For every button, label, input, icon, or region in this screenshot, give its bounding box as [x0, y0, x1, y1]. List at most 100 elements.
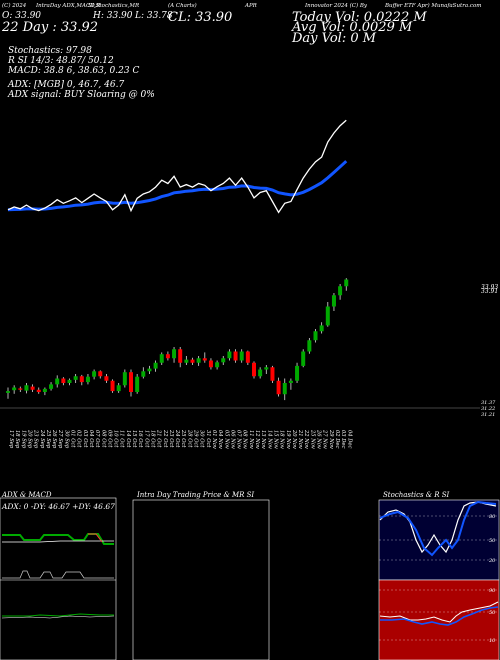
candle-36	[227, 349, 232, 361]
x-label-55: 04 Dec	[346, 430, 352, 448]
x-label-27: 24 Oct	[174, 429, 180, 448]
candle-50	[313, 329, 318, 343]
adx-readout: ADX: [MGB] 0, 46.7, 46.7	[8, 80, 125, 90]
candle-21	[135, 374, 140, 394]
x-label-24: 21 Oct	[156, 429, 162, 448]
close-line	[7, 119, 347, 214]
candle-22	[141, 367, 146, 379]
candle-38	[239, 349, 244, 363]
candle-51	[319, 322, 324, 334]
x-label-16: 09 Oct	[106, 430, 112, 448]
x-label-44: 18 Nov	[279, 430, 285, 449]
x-label-7: 26 Sep	[51, 429, 57, 449]
candle-11	[73, 374, 78, 383]
candle-4	[30, 384, 35, 392]
x-label-26: 23 Oct	[168, 429, 174, 448]
x-label-29: 28 Oct	[186, 429, 192, 448]
candle-23	[147, 365, 152, 374]
stochastics-k-line	[379, 501, 497, 554]
x-label-8: 27 Sep	[57, 429, 63, 449]
x-label-14: 07 Oct	[94, 430, 100, 448]
x-label-52: 29 Nov	[328, 429, 334, 449]
candle-55	[344, 278, 349, 291]
candle-12	[79, 374, 84, 386]
price-label-b3: 31.21	[481, 412, 495, 418]
macd-readout: MACD: 38.8 6, 38.63, 0.23 C	[8, 66, 140, 76]
x-label-25: 22 Oct	[162, 429, 168, 448]
adx-panel	[0, 497, 117, 660]
x-label-48: 22 Nov	[303, 429, 309, 449]
x-label-13: 04 Oct	[88, 430, 94, 448]
x-label-49: 25 Nov	[309, 429, 315, 449]
header-text-4: APR	[245, 3, 257, 9]
candle-33	[208, 358, 213, 370]
candle-16	[104, 374, 109, 383]
candle-52	[325, 302, 330, 327]
rsi-signal-line	[380, 606, 499, 626]
candle-24	[153, 360, 158, 372]
rsi-tick-10: 10	[489, 638, 496, 644]
stoch-tick-50: 50	[489, 538, 496, 544]
x-label-6: 25 Sep	[45, 429, 51, 449]
header-text-6: Buffer ETF Apr) MunafaSutra.com	[385, 3, 482, 9]
candle-29	[184, 356, 189, 365]
header-text-5: Innovator 2024 (C) By	[305, 3, 367, 9]
candle-0	[6, 387, 10, 399]
x-label-35: 05 Nov	[223, 430, 229, 449]
candle-41	[258, 367, 263, 379]
adx-plus-line	[2, 533, 114, 545]
candle-48	[301, 349, 306, 368]
x-label-32: 31 Oct	[205, 430, 211, 448]
header-text-2: SI,Stochastics,MR	[88, 3, 140, 9]
x-label-19: 14 Oct	[125, 430, 131, 448]
candle-17	[110, 379, 115, 393]
price-label-b2: 31.22	[481, 406, 495, 412]
macd-signal-line	[1, 615, 115, 619]
x-label-21: 16 Oct	[137, 430, 143, 448]
close-value: CL: 33.90	[168, 10, 233, 25]
x-label-42: 14 Nov	[266, 430, 272, 449]
candles	[6, 278, 349, 401]
x-label-30: 29 Oct	[193, 429, 199, 448]
open-value: O: 33.90	[2, 11, 42, 21]
x-label-51: 27 Nov	[322, 429, 328, 449]
candle-31	[196, 356, 201, 366]
x-label-43: 15 Nov	[272, 430, 278, 449]
candle-18	[116, 383, 121, 393]
avg-volume: Avg Vol: 0.0029 M	[292, 20, 413, 35]
x-label-0: 17 Sep	[8, 430, 14, 449]
x-label-3: 20 Sep	[26, 429, 32, 449]
price-label-top1: 33.93	[481, 284, 498, 291]
candle-49	[307, 338, 312, 354]
x-label-53: 02 Dec	[334, 430, 340, 448]
x-label-36: 06 Nov	[229, 430, 235, 449]
header-text-3: (A Charts)	[168, 3, 197, 9]
x-label-40: 12 Nov	[254, 430, 260, 449]
stochastics-readout: Stochastics: 97.98	[8, 46, 92, 56]
x-label-20: 15 Oct	[131, 430, 137, 448]
x-label-23: 18 Oct	[149, 430, 155, 448]
candle-8	[55, 375, 60, 388]
adx-hump-line	[2, 570, 114, 579]
x-label-5: 24 Sep	[39, 429, 45, 449]
x-label-54: 03 Dec	[340, 430, 346, 448]
mrsi-title: Intra Day Trading Price & MR SI	[136, 491, 254, 499]
header-text-0: (C) 2024	[2, 3, 27, 9]
x-label-33: 01 Nov	[211, 430, 217, 449]
candle-35	[221, 356, 226, 365]
x-label-28: 25 Oct	[180, 429, 186, 448]
candle-53	[331, 293, 336, 311]
x-label-22: 17 Oct	[143, 430, 149, 448]
candle-7	[49, 382, 54, 391]
rsi-line	[379, 601, 499, 623]
candle-30	[190, 357, 195, 365]
day-volume: Day Vol: 0 M	[292, 31, 377, 46]
adx-values: ADX: 0 -DY: 46.67 +DY: 46.67	[1, 502, 115, 511]
candle-3	[24, 383, 29, 394]
candle-15	[98, 370, 103, 379]
price-label-top2: 33.91	[481, 288, 498, 295]
mrsi-panel	[132, 499, 270, 660]
candle-9	[61, 377, 66, 386]
x-label-37: 07 Nov	[236, 430, 242, 449]
candle-54	[338, 284, 343, 300]
